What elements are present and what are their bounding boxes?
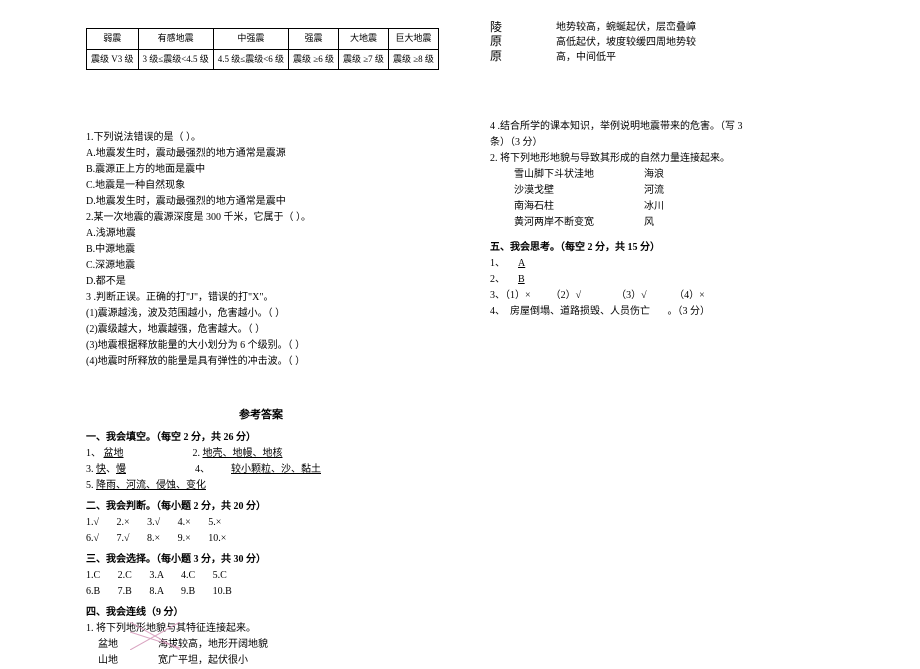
- m1b: 海浪: [644, 167, 664, 182]
- td-1: 震级 V3 级: [87, 49, 139, 70]
- q2a: A.浅源地震: [86, 226, 436, 241]
- sec-5: 五、我会思考。（每空 2 分，共 15 分）: [490, 240, 830, 255]
- c-row2: 6.B 7.B 8.A 9.B 10.B: [86, 584, 436, 599]
- top-right-desc2: 高低起伏，坡度较缓四周地势较: [556, 35, 696, 50]
- sec-d: 四、我会连线（9 分）: [86, 605, 436, 620]
- a1-4-val: 较小颗粒、沙、黏土: [231, 464, 321, 475]
- m2a: 沙漠戈壁: [514, 183, 644, 198]
- q1d: D.地震发生时，震动最强烈的地方通常是震中: [86, 194, 436, 209]
- top-right-desc3: 高，中间低平: [556, 50, 696, 65]
- sec-a: 一、我会填空。（每空 2 分，共 26 分）: [86, 430, 436, 445]
- answer-title: 参考答案: [86, 407, 436, 424]
- a1-2-label: 2.: [193, 448, 201, 459]
- s5-2: 2、 B: [490, 272, 830, 287]
- a1-2-val: 地壳、地幔、地核: [203, 448, 283, 459]
- top-right-desc1: 地势较高，蜿蜒起伏，层峦叠嶂: [556, 20, 696, 35]
- s5-1-label: 1、: [490, 258, 505, 269]
- q3-4: (4)地震时所释放的能量是具有弹性的冲击波。（ ）: [86, 354, 436, 369]
- q3: 3 .判断正误。正确的打"J"，错误的打"X"。: [86, 290, 436, 305]
- right-2: 2. 将下列地形地貌与导致其形成的自然力量连接起来。: [490, 151, 830, 166]
- s5-2-val: B: [518, 274, 525, 285]
- q2c: C.深源地震: [86, 258, 436, 273]
- q3-1: (1)震源越浅，波及范围越小，危害越小。（ ）: [86, 306, 436, 321]
- a1-line3: 5. 降雨、河流、侵蚀、变化: [86, 478, 436, 493]
- sec-b: 二、我会判断。（每小题 2 分，共 20 分）: [86, 499, 436, 514]
- s5-1: 1、 A: [490, 256, 830, 271]
- q2d: D.都不是: [86, 274, 436, 289]
- earthquake-table: 弱震 有感地震 中强震 强震 大地震 巨大地震 震级 V3 级 3 级≤震级<4…: [86, 28, 439, 70]
- right-4: 4 .结合所学的课本知识，举例说明地震带来的危害。（写 3: [490, 119, 830, 134]
- td-2: 3 级≤震级<4.5 级: [138, 49, 213, 70]
- a1-3a: 快: [96, 464, 106, 475]
- b-row2: 6.√ 7.√ 8.× 9.× 10.×: [86, 531, 436, 546]
- a1-5-label: 5.: [86, 480, 94, 491]
- q2b: B.中源地震: [86, 242, 436, 257]
- a1-4-label: 4、: [195, 464, 210, 475]
- th-4: 强震: [289, 29, 339, 50]
- a1-1-val: 盆地: [104, 448, 124, 459]
- th-3: 中强震: [213, 29, 288, 50]
- right-4b: 条）（3 分）: [490, 135, 830, 150]
- td-4: 震级 ≥6 级: [289, 49, 339, 70]
- m3b: 冰川: [644, 199, 664, 214]
- a1-5-val: 降雨、河流、侵蚀、变化: [96, 480, 206, 491]
- sec-c: 三、我会选择。（每小题 3 分，共 30 分）: [86, 552, 436, 567]
- td-6: 震级 ≥8 级: [388, 49, 438, 70]
- s5-4: 4、 房屋倒塌、道路损毁、人员伤亡 。（3 分）: [490, 304, 830, 319]
- s5-2-label: 2、: [490, 274, 505, 285]
- q3-2: (2)震级越大，地震越强，危害越大。（ ）: [86, 322, 436, 337]
- b-row1: 1.√ 2.× 3.√ 4.× 5.×: [86, 515, 436, 530]
- q1b: B.震源正上方的地面是震中: [86, 162, 436, 177]
- th-2: 有感地震: [138, 29, 213, 50]
- q1a: A.地震发生时，震动最强烈的地方通常是震源: [86, 146, 436, 161]
- top-right-label: 陵原原: [490, 20, 504, 63]
- a1-3b: 慢: [116, 464, 126, 475]
- c-row1: 1.C 2.C 3.A 4.C 5.C: [86, 568, 436, 583]
- th-1: 弱震: [87, 29, 139, 50]
- m3a: 南海石柱: [514, 199, 644, 214]
- match-lines-icon: [130, 622, 180, 650]
- td-5: 震级 ≥7 级: [338, 49, 388, 70]
- s5-3: 3、（1）× （2）√ （3）√ （4）×: [490, 288, 830, 303]
- q3-3: (3)地震根据释放能量的大小划分为 6 个级别。（ ）: [86, 338, 436, 353]
- s5-1-val: A: [518, 258, 525, 269]
- q1c: C.地震是一种自然现象: [86, 178, 436, 193]
- q2: 2.某一次地震的震源深度是 300 千米，它属于（ ）。: [86, 210, 436, 225]
- m4a: 黄河两岸不断变宽: [514, 215, 644, 230]
- a1-3-label: 3.: [86, 464, 94, 475]
- th-5: 大地震: [338, 29, 388, 50]
- m4b: 风: [644, 215, 654, 230]
- a1-1-label: 1、: [86, 448, 101, 459]
- d-r2: 宽广平坦，起伏很小: [158, 653, 248, 668]
- th-6: 巨大地震: [388, 29, 438, 50]
- q1: 1.下列说法错误的是（ ）。: [86, 130, 436, 145]
- a1-line1: 1、 盆地 2. 地壳、地幔、地核: [86, 446, 436, 461]
- m1a: 雪山脚下斗状洼地: [514, 167, 644, 182]
- m2b: 河流: [644, 183, 664, 198]
- a1-line2: 3. 快、慢 4、 较小颗粒、沙、黏土: [86, 462, 436, 477]
- d-l2: 山地: [98, 653, 158, 668]
- td-3: 4.5 级≤震级<6 级: [213, 49, 288, 70]
